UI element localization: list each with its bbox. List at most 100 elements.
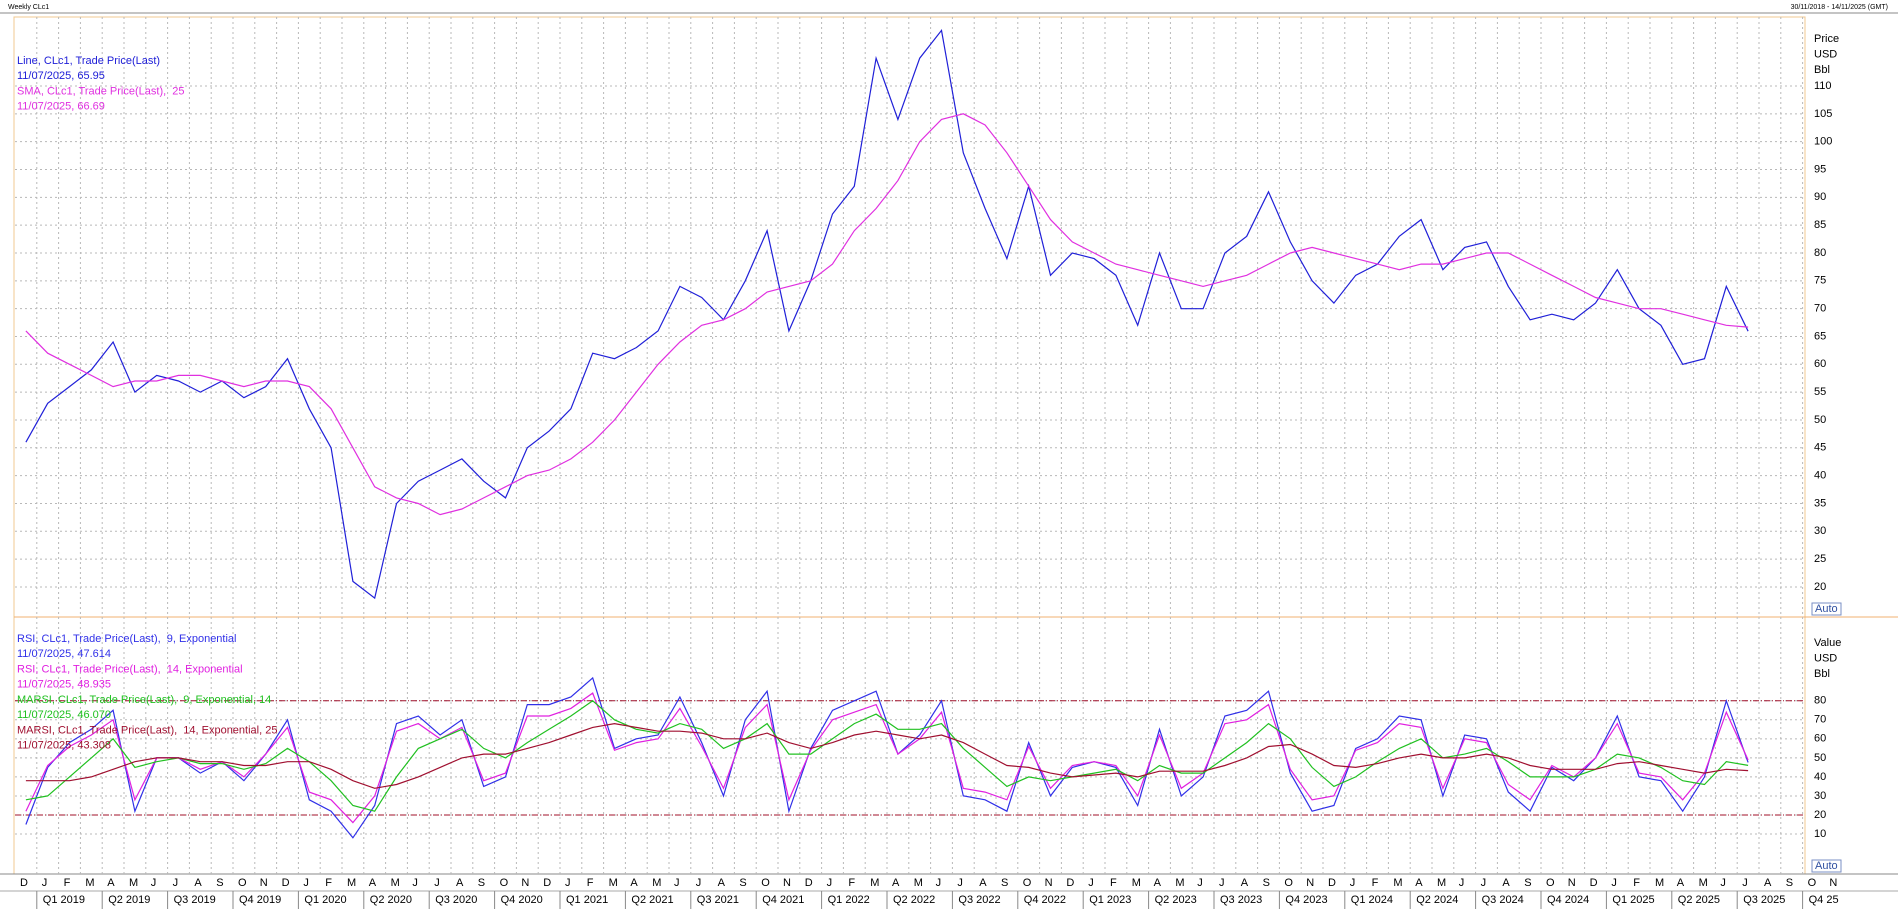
- x-tick-month: O: [238, 877, 247, 889]
- auto-button[interactable]: [1811, 602, 1842, 616]
- x-tick-month: J: [1219, 877, 1225, 889]
- x-tick-month: J: [957, 877, 963, 889]
- x-tick-month: S: [478, 877, 485, 889]
- x-tick-month: D: [543, 877, 551, 889]
- x-tick-month: A: [892, 877, 900, 889]
- y-tick-label: 20: [1814, 809, 1826, 821]
- y-tick-label: 60: [1814, 358, 1826, 370]
- x-tick-month: J: [42, 877, 48, 889]
- x-tick-quarter-label: Q2 2022: [893, 894, 935, 906]
- legend-name: SMA, CLc1, Trade Price(Last), 25: [17, 85, 185, 97]
- axis-title: Bbl: [1814, 64, 1830, 76]
- y-tick-label: 70: [1814, 303, 1826, 315]
- x-tick-quarter-label: Q3 2025: [1743, 894, 1785, 906]
- auto-button-label[interactable]: Auto: [1815, 603, 1838, 615]
- header-title: Weekly CLc1: [8, 4, 49, 11]
- x-tick-month: A: [194, 877, 202, 889]
- x-tick-month: A: [1764, 877, 1772, 889]
- y-tick-label: 95: [1814, 163, 1826, 175]
- y-tick-label: 65: [1814, 330, 1826, 342]
- x-tick-month: O: [1546, 877, 1555, 889]
- x-tick-month: M: [1132, 877, 1141, 889]
- x-tick-month: S: [1786, 877, 1793, 889]
- y-tick-label: 80: [1814, 247, 1826, 259]
- axis-title: Bbl: [1814, 668, 1830, 680]
- x-tick-quarter-label: Q4 2022: [1024, 894, 1066, 906]
- x-tick-month: J: [151, 877, 157, 889]
- x-tick-month: J: [412, 877, 418, 889]
- x-tick-month: A: [1154, 877, 1162, 889]
- x-tick-quarter-label: Q3 2023: [1220, 894, 1262, 906]
- legend-name: MARSI, CLc1, Trade Price(Last), 14, Expo…: [17, 724, 277, 736]
- y-tick-label: 30: [1814, 790, 1826, 802]
- x-tick-month: J: [1459, 877, 1465, 889]
- auto-button[interactable]: [1811, 859, 1842, 873]
- x-tick-month: J: [434, 877, 440, 889]
- axis-title: USD: [1814, 48, 1837, 60]
- x-tick-month: J: [303, 877, 309, 889]
- legend-name: Line, CLc1, Trade Price(Last): [17, 55, 160, 67]
- x-tick-month: J: [1611, 877, 1617, 889]
- y-tick-label: 45: [1814, 442, 1826, 454]
- x-tick-quarter-label: Q4 2021: [762, 894, 804, 906]
- x-tick-quarter-label: Q1 2019: [43, 894, 85, 906]
- x-tick-quarter-label: Q4 2023: [1285, 894, 1327, 906]
- x-tick-month: O: [1284, 877, 1293, 889]
- legend-value: 11/07/2025, 47.614: [17, 648, 111, 660]
- x-tick-month: O: [1808, 877, 1817, 889]
- x-tick-quarter-label: Q4 2024: [1547, 894, 1589, 906]
- x-tick-month: F: [1110, 877, 1117, 889]
- x-tick-quarter-label: Q1 2022: [828, 894, 870, 906]
- x-tick-month: F: [587, 877, 594, 889]
- y-tick-label: 25: [1814, 553, 1826, 565]
- legend-value: 11/07/2025, 66.69: [17, 100, 105, 112]
- y-tick-label: 75: [1814, 275, 1826, 287]
- x-tick-month: F: [848, 877, 855, 889]
- auto-button-label[interactable]: Auto: [1815, 860, 1838, 872]
- x-tick-quarter-label: Q1 2020: [304, 894, 346, 906]
- x-tick-month: M: [870, 877, 879, 889]
- x-tick-month: D: [805, 877, 813, 889]
- legend-value: 11/07/2025, 43.308: [17, 739, 111, 751]
- x-tick-month: D: [1328, 877, 1336, 889]
- x-tick-quarter-label: Q4 2020: [501, 894, 543, 906]
- y-tick-label: 110: [1814, 80, 1832, 92]
- legend-name: MARSI, CLc1, Trade Price(Last), 9, Expon…: [17, 694, 271, 706]
- x-tick-month: O: [761, 877, 770, 889]
- header-range: 30/11/2018 - 14/11/2025 (GMT): [1791, 4, 1888, 11]
- x-tick-month: M: [914, 877, 923, 889]
- x-tick-month: J: [674, 877, 680, 889]
- x-tick-quarter-label: Q1 2023: [1089, 894, 1131, 906]
- x-tick-month: M: [347, 877, 356, 889]
- y-tick-label: 50: [1814, 752, 1826, 764]
- x-tick-quarter-label: Q3 2020: [435, 894, 477, 906]
- y-tick-label: 40: [1814, 470, 1826, 482]
- x-tick-month: J: [1720, 877, 1726, 889]
- x-tick-quarter-label: Q3 2022: [958, 894, 1000, 906]
- x-tick-month: A: [456, 877, 464, 889]
- x-tick-quarter-label: Q3 2019: [174, 894, 216, 906]
- legend-name: RSI, CLc1, Trade Price(Last), 14, Expone…: [17, 663, 243, 675]
- x-tick-month: N: [1568, 877, 1576, 889]
- x-tick-quarter-label: Q3 2024: [1482, 894, 1524, 906]
- x-tick-month: A: [979, 877, 987, 889]
- x-tick-month: D: [282, 877, 290, 889]
- x-tick-month: D: [1066, 877, 1074, 889]
- y-tick-label: 100: [1814, 136, 1832, 148]
- x-tick-month: J: [173, 877, 179, 889]
- x-tick-month: M: [652, 877, 661, 889]
- x-tick-month: A: [630, 877, 638, 889]
- x-tick-month: J: [1742, 877, 1748, 889]
- x-tick-quarter-label: Q2 2025: [1678, 894, 1720, 906]
- x-tick-quarter-label: Q2 2021: [631, 894, 673, 906]
- x-tick-month: J: [827, 877, 833, 889]
- x-tick-month: M: [1393, 877, 1402, 889]
- x-tick-month: J: [696, 877, 702, 889]
- y-tick-label: 90: [1814, 191, 1826, 203]
- x-tick-month: A: [718, 877, 726, 889]
- x-tick-month: A: [1415, 877, 1423, 889]
- x-tick-month: N: [1829, 877, 1837, 889]
- x-tick-month: J: [1088, 877, 1094, 889]
